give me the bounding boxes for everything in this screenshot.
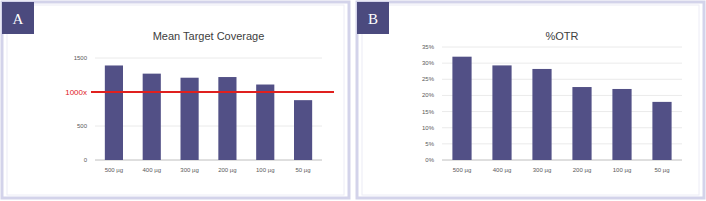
bar — [612, 89, 631, 160]
x-tick-label: 300 µg — [180, 167, 198, 173]
x-tick-label: 300 µg — [533, 167, 551, 173]
bar — [452, 57, 471, 160]
x-tick-label: 200 µg — [218, 167, 236, 173]
bars — [105, 65, 312, 160]
x-tick-label: 400 µg — [493, 167, 511, 173]
panel-label: B — [368, 11, 378, 27]
grid-line — [95, 126, 322, 127]
grid-line — [442, 143, 682, 144]
bar — [143, 74, 161, 160]
y-tick-label: 500 — [77, 123, 88, 129]
x-tick-label: 50 µg — [654, 167, 669, 173]
x-axis — [442, 160, 682, 161]
x-tick-label: 200 µg — [573, 167, 591, 173]
x-tick-label: 50 µg — [296, 167, 311, 173]
panel-badge — [2, 2, 34, 34]
y-tick-label: 1500 — [74, 55, 88, 61]
grid-line — [442, 95, 682, 96]
y-tick-label: 0% — [425, 157, 434, 163]
reference-label: 1000x — [65, 88, 87, 97]
panel-frame — [2, 2, 349, 198]
bar — [256, 85, 274, 160]
y-tick-label: 15% — [422, 109, 435, 115]
x-tick-label: 100 µg — [256, 167, 274, 173]
grid-line — [442, 47, 682, 48]
panel-frame — [357, 2, 704, 198]
panel-badge — [357, 2, 389, 34]
y-tick-label: 20% — [422, 92, 435, 98]
grid-line — [442, 111, 682, 112]
x-tick-label: 400 µg — [143, 167, 161, 173]
panel: A Mean Target Coverage 0 500 1500 500 µg 400 µ… — [2, 2, 349, 198]
bar — [294, 100, 312, 160]
x-tick-label: 100 µg — [613, 167, 631, 173]
x-tick-label: 500 µg — [105, 167, 123, 173]
bar — [492, 65, 511, 160]
grid-line — [95, 58, 322, 59]
y-tick-label: 30% — [422, 60, 435, 66]
grid-line — [95, 160, 322, 161]
y-tick-label: 10% — [422, 125, 435, 131]
grid-line — [442, 127, 682, 128]
x-axis — [95, 160, 322, 161]
panel-inner-frame — [362, 5, 699, 195]
panel-inner-frame — [7, 5, 344, 195]
bar — [105, 65, 123, 160]
grid-line — [442, 63, 682, 64]
grid-line — [442, 79, 682, 80]
bar — [652, 102, 671, 160]
bar — [218, 77, 236, 160]
y-tick-label: 5% — [425, 141, 434, 147]
bar — [572, 87, 591, 160]
reference-line — [91, 91, 334, 93]
bars — [452, 57, 671, 160]
panel: B %OTR 0% 5% 10% 15% 20% 25% 30% 35% 500 µg 400 µg 3… — [357, 2, 704, 198]
bar — [532, 69, 551, 160]
chart-title: %OTR — [546, 30, 579, 42]
grid-line — [442, 160, 682, 161]
chart-title: Mean Target Coverage — [153, 30, 265, 42]
y-tick-label: 35% — [422, 44, 435, 50]
y-tick-label: 0 — [84, 157, 88, 163]
y-tick-label: 25% — [422, 76, 435, 82]
figure: A Mean Target Coverage 0 500 1500 500 µg 400 µ… — [0, 0, 706, 201]
bar — [181, 78, 199, 160]
panel-label: A — [13, 11, 24, 27]
x-tick-label: 500 µg — [453, 167, 471, 173]
